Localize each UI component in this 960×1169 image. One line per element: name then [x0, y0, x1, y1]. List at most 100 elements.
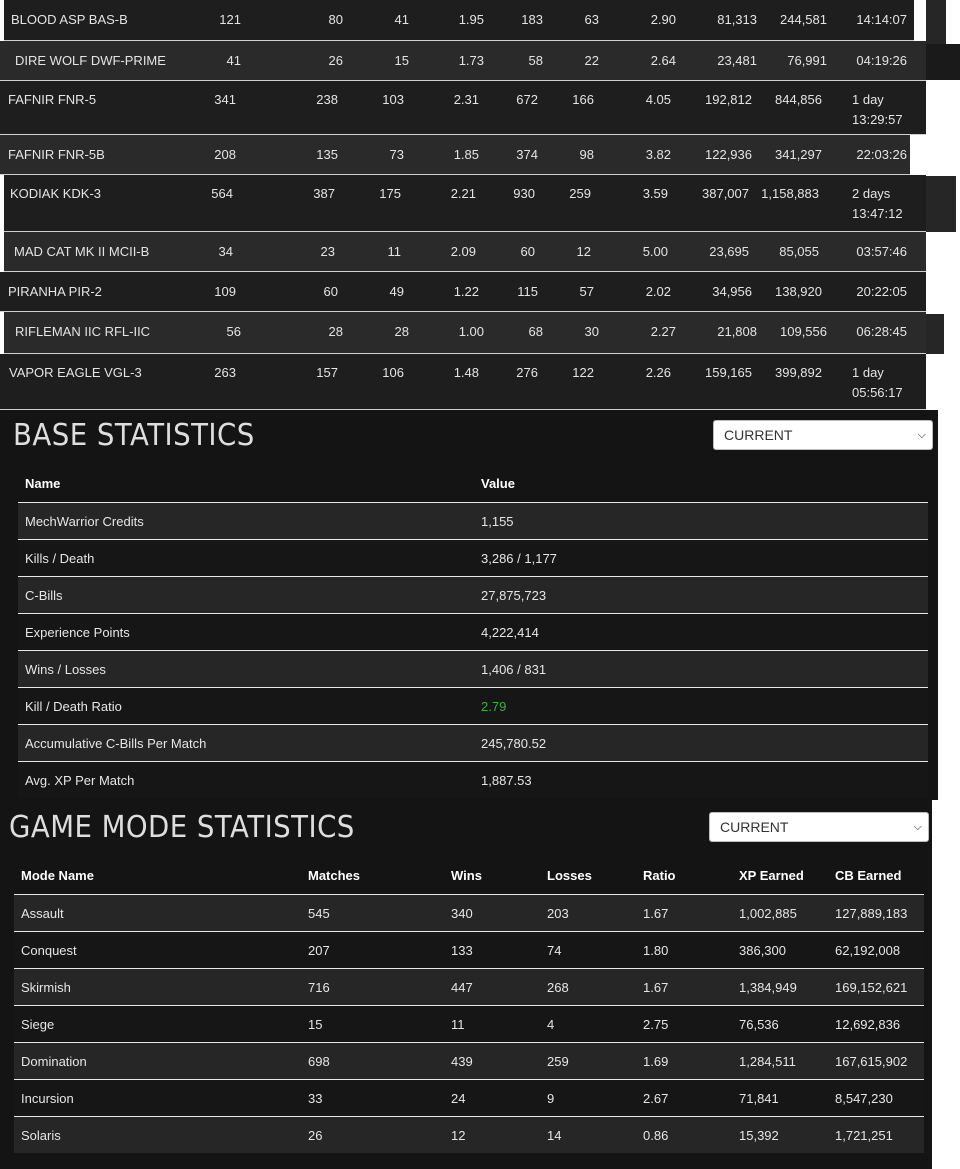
mode-cell: 698 — [308, 1054, 330, 1069]
mode-header-cell: Losses — [547, 868, 592, 883]
mech-matches: 564 — [211, 186, 233, 201]
mech-name: KODIAK KDK-3 — [10, 186, 102, 201]
mode-cell: Conquest — [21, 943, 77, 958]
background-fragment — [926, 314, 944, 354]
mode-cell: 15,392 — [739, 1128, 779, 1143]
mech-cbills: 1,158,883 — [761, 186, 819, 201]
mode-cell: 167,615,902 — [835, 1054, 908, 1069]
mech-kills: 183 — [521, 12, 543, 27]
mode-cell: 2.75 — [643, 1017, 669, 1032]
mode-cell: Assault — [21, 906, 64, 921]
mode-period-selected-value: CURRENT — [720, 819, 789, 835]
base-stat-row: C-Bills 27,875,723 — [18, 576, 928, 613]
mech-kills: 374 — [516, 147, 538, 162]
mech-xp: 159,165 — [705, 365, 752, 380]
mech-losses: 28 — [394, 324, 409, 339]
mech-losses: 73 — [389, 147, 404, 162]
mech-name: RIFLEMAN IIC RFL-IIC — [15, 324, 151, 339]
mode-cell: 11 — [451, 1017, 465, 1032]
mech-row: FAFNIR FNR-5B 208 135 73 1.85 374 98 3.82 122,93… — [0, 135, 910, 175]
mech-xp: 21,808 — [717, 324, 757, 339]
base-stat-name: Kill / Death Ratio — [25, 699, 122, 714]
mech-wins: 387 — [313, 186, 335, 201]
base-stat-value: 1,155 — [481, 514, 514, 529]
base-statistics-title: BASE STATISTICS — [13, 418, 255, 453]
mode-cell: 207 — [308, 943, 330, 958]
mode-header-cell: Mode Name — [21, 868, 94, 883]
base-header-name: Name — [25, 476, 61, 491]
base-period-select[interactable]: CURRENT ⌵ — [713, 420, 933, 450]
mech-time-played: 20:22:05 — [856, 284, 907, 299]
base-stat-name: Accumulative C-Bills Per Match — [25, 736, 207, 751]
mech-cbills: 244,581 — [780, 12, 827, 27]
game-mode-statistics-panel: GAME MODE STATISTICS CURRENT ⌵ Mode Name… — [0, 800, 932, 1169]
mech-kd: 2.02 — [645, 284, 671, 299]
base-stat-name: C-Bills — [25, 588, 63, 603]
mech-xp: 122,936 — [705, 147, 752, 162]
mode-table-header: Mode Name Matches Wins Losses Ratio XP Earned… — [14, 868, 924, 894]
mech-kills: 58 — [528, 53, 543, 68]
base-stat-row: MechWarrior Credits 1,155 — [18, 502, 928, 539]
mode-header-cell: XP Earned — [739, 868, 804, 883]
mode-cell: 1,721,251 — [835, 1128, 893, 1143]
mode-cell: 439 — [451, 1054, 473, 1069]
mech-time-played: 1 day — [852, 365, 884, 380]
mech-wins: 157 — [316, 365, 338, 380]
mech-wl: 2.09 — [450, 244, 476, 259]
mode-cell: 268 — [547, 980, 569, 995]
mech-time-played: 1 day — [852, 92, 884, 107]
mode-header-cell: Wins — [451, 868, 482, 883]
mech-row: FAFNIR FNR-5 341 238 103 2.31 672 166 4.05 192,8… — [0, 81, 926, 135]
mech-wins: 28 — [328, 324, 343, 339]
mode-cell: 2.67 — [643, 1091, 669, 1106]
mech-deaths: 30 — [584, 324, 599, 339]
mech-deaths: 259 — [569, 186, 591, 201]
mech-wl: 1.85 — [453, 147, 479, 162]
mech-cbills: 341,297 — [775, 147, 822, 162]
mode-cell: 203 — [547, 906, 569, 921]
mech-xp: 23,695 — [709, 244, 749, 259]
mode-cell: 4 — [547, 1017, 555, 1032]
background-fragment — [926, 176, 956, 232]
mode-cell: 12,692,836 — [835, 1017, 901, 1032]
mech-kills: 60 — [520, 244, 535, 259]
mech-kd: 2.27 — [650, 324, 676, 339]
mech-xp: 81,313 — [717, 12, 757, 27]
mech-time-played: 03:57:46 — [856, 244, 907, 259]
base-stat-value: 4,222,414 — [481, 625, 539, 640]
base-stat-name: MechWarrior Credits — [25, 514, 144, 529]
mech-xp: 34,956 — [712, 284, 752, 299]
mech-wl: 1.22 — [453, 284, 479, 299]
base-stat-name: Experience Points — [25, 625, 130, 640]
mech-name: FAFNIR FNR-5 — [8, 92, 97, 107]
mech-wl: 1.95 — [458, 12, 484, 27]
mech-losses: 41 — [394, 12, 409, 27]
mech-cbills: 399,892 — [775, 365, 822, 380]
base-stat-value: 1,887.53 — [481, 773, 532, 788]
mech-matches: 41 — [226, 53, 241, 68]
base-stat-row: Kill / Death Ratio 2.79 — [18, 687, 928, 724]
mech-matches: 121 — [219, 12, 241, 27]
base-stat-value: 2.79 — [481, 699, 507, 714]
mech-cbills: 138,920 — [775, 284, 822, 299]
mode-row: Assault 545 340 203 1.67 1,002,885 127,889,183 — [14, 894, 924, 931]
background-fragment — [926, 0, 946, 44]
mech-kd: 2.64 — [650, 53, 676, 68]
mech-deaths: 122 — [572, 365, 594, 380]
mech-wins: 135 — [316, 147, 338, 162]
mech-kd: 2.26 — [645, 365, 671, 380]
mech-wins: 26 — [328, 53, 343, 68]
mech-deaths: 22 — [584, 53, 599, 68]
base-statistics-panel: BASE STATISTICS CURRENT ⌵ Name Value Mec… — [0, 410, 938, 800]
mode-cell: Incursion — [21, 1091, 74, 1106]
base-stat-row: Experience Points 4,222,414 — [18, 613, 928, 650]
mode-cell: 71,841 — [739, 1091, 779, 1106]
mech-deaths: 98 — [579, 147, 594, 162]
mode-cell: 1,002,885 — [739, 906, 797, 921]
mode-cell: 545 — [308, 906, 330, 921]
mech-kills: 115 — [517, 284, 538, 299]
mech-row: DIRE WOLF DWF-PRIME 41 26 15 1.73 58 22 2.64 23,… — [0, 41, 926, 81]
mode-period-select[interactable]: CURRENT ⌵ — [709, 812, 929, 842]
mech-cbills: 85,055 — [779, 244, 819, 259]
mode-header-cell: CB Earned — [835, 868, 902, 883]
